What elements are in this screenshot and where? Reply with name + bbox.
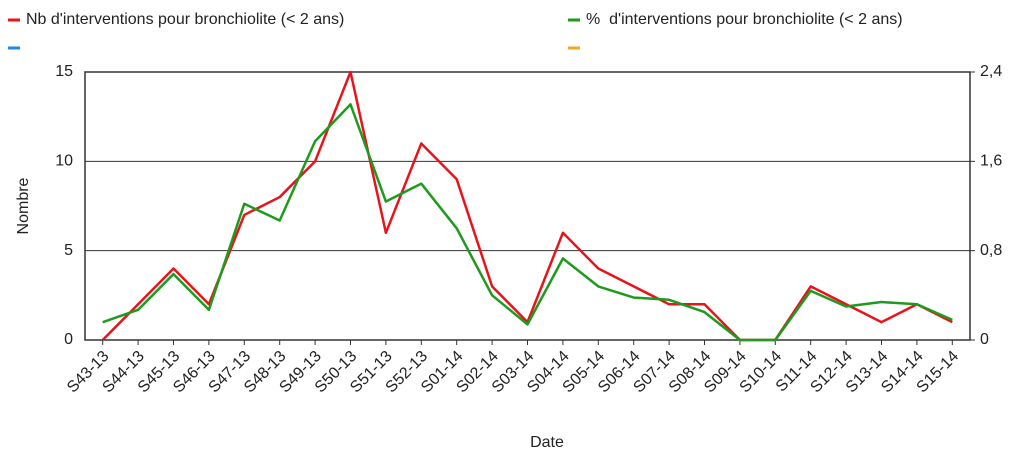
y-axis-title: Nombre xyxy=(15,177,32,234)
series-line xyxy=(102,103,953,342)
legend-label: % d'interventions pour bronchiolite (< 2… xyxy=(586,11,903,28)
y-tick-label: 5 xyxy=(64,242,73,259)
series-line xyxy=(101,70,953,342)
y2-tick-label: 2,4 xyxy=(980,63,1002,80)
y2-tick-label: 0 xyxy=(980,331,989,348)
y2-tick-label: 0,8 xyxy=(980,242,1002,259)
y-tick-label: 0 xyxy=(64,331,73,348)
x-axis-title: Date xyxy=(530,434,564,451)
y-tick-label: 15 xyxy=(55,63,73,80)
legend-label: Nb d'interventions pour bronchiolite (< … xyxy=(26,11,344,28)
y2-tick-label: 1,6 xyxy=(980,153,1002,170)
y-tick-label: 10 xyxy=(55,153,73,170)
